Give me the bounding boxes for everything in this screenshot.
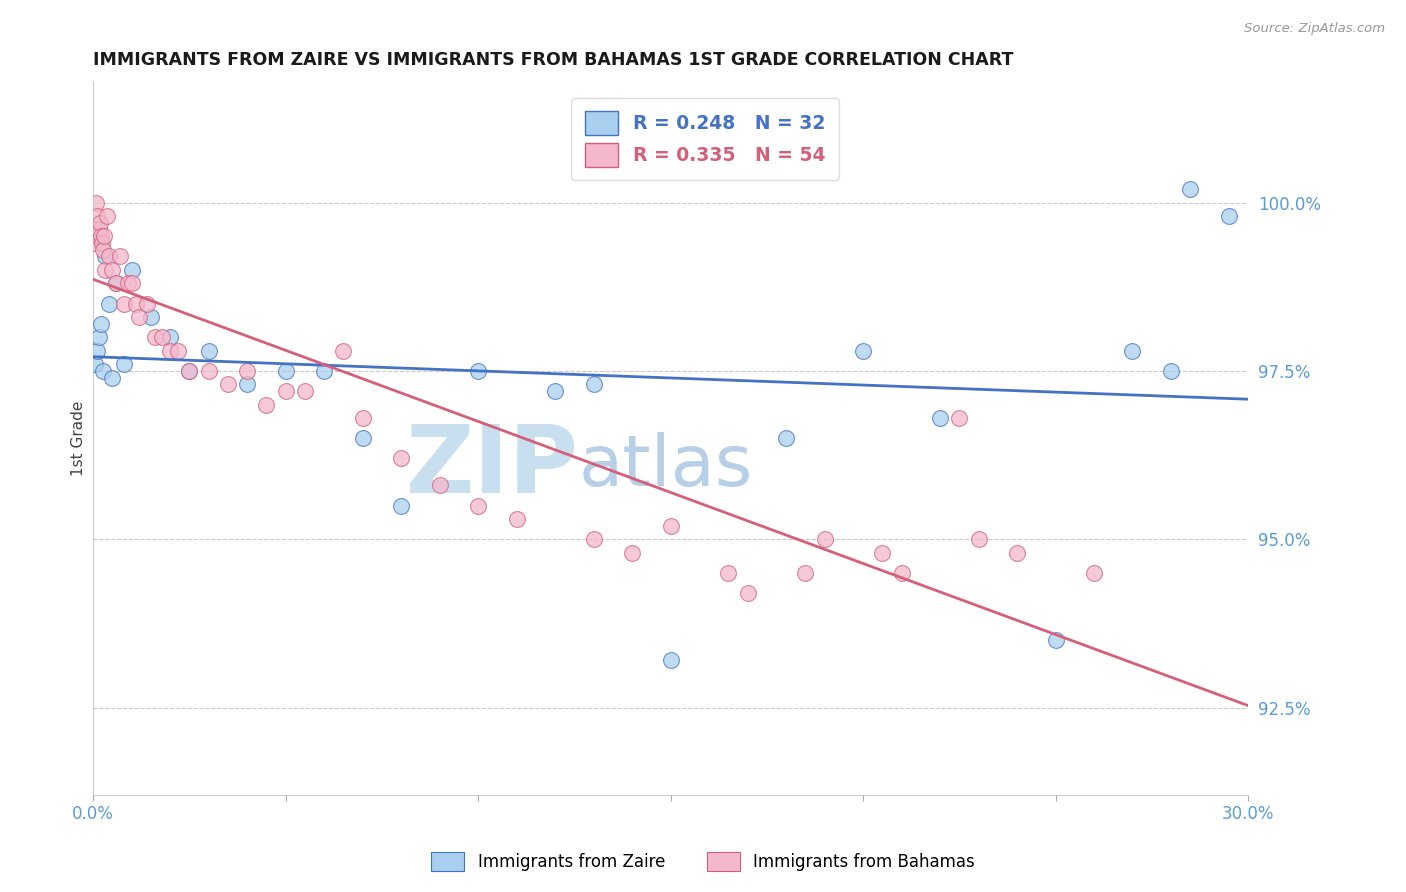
Point <box>91 243 114 257</box>
Point <box>274 364 297 378</box>
Point <box>87 330 110 344</box>
Point <box>89 216 111 230</box>
Point <box>236 377 259 392</box>
Point <box>544 384 567 398</box>
Point <box>139 310 162 324</box>
Point <box>128 310 150 324</box>
Legend: Immigrants from Zaire, Immigrants from Bahamas: Immigrants from Zaire, Immigrants from B… <box>423 843 983 880</box>
Point <box>1083 566 1105 580</box>
Point <box>197 343 219 358</box>
Point <box>389 499 412 513</box>
Text: ZIP: ZIP <box>405 421 578 513</box>
Point <box>152 330 174 344</box>
Point <box>136 296 159 310</box>
Point <box>467 499 489 513</box>
Y-axis label: 1st Grade: 1st Grade <box>72 401 86 476</box>
Point <box>117 277 139 291</box>
Point <box>197 364 219 378</box>
Point <box>1180 182 1202 196</box>
Point <box>83 229 105 244</box>
Point <box>852 343 875 358</box>
Point <box>352 411 374 425</box>
Point <box>90 235 112 250</box>
Point <box>717 566 740 580</box>
Point <box>179 364 201 378</box>
Point <box>217 377 239 392</box>
Point <box>108 249 131 263</box>
Point <box>294 384 316 398</box>
Point <box>582 532 605 546</box>
Point <box>84 235 107 250</box>
Point <box>143 330 166 344</box>
Point <box>429 478 451 492</box>
Point <box>254 398 277 412</box>
Point <box>582 377 605 392</box>
Point <box>83 222 105 236</box>
Point <box>1121 343 1143 358</box>
Point <box>1005 546 1028 560</box>
Point <box>1218 209 1240 223</box>
Point <box>101 370 124 384</box>
Point <box>929 411 952 425</box>
Point <box>737 586 759 600</box>
Text: IMMIGRANTS FROM ZAIRE VS IMMIGRANTS FROM BAHAMAS 1ST GRADE CORRELATION CHART: IMMIGRANTS FROM ZAIRE VS IMMIGRANTS FROM… <box>93 51 1014 69</box>
Point <box>90 317 112 331</box>
Point <box>872 546 894 560</box>
Legend: R = 0.248   N = 32, R = 0.335   N = 54: R = 0.248 N = 32, R = 0.335 N = 54 <box>571 98 839 180</box>
Point <box>890 566 912 580</box>
Point <box>86 343 108 358</box>
Point <box>505 512 527 526</box>
Point <box>121 277 143 291</box>
Point <box>948 411 970 425</box>
Point <box>101 263 124 277</box>
Point <box>96 209 118 223</box>
Point <box>1160 364 1182 378</box>
Point <box>93 229 115 244</box>
Point <box>159 330 181 344</box>
Point <box>87 222 110 236</box>
Point <box>775 431 797 445</box>
Point <box>967 532 990 546</box>
Point <box>84 357 107 371</box>
Point <box>1045 633 1067 648</box>
Point <box>124 296 146 310</box>
Point <box>659 653 682 667</box>
Point <box>91 364 114 378</box>
Point <box>93 263 115 277</box>
Point <box>659 518 682 533</box>
Point <box>467 364 489 378</box>
Point <box>621 546 644 560</box>
Point <box>794 566 817 580</box>
Point <box>332 343 354 358</box>
Point <box>179 364 201 378</box>
Point <box>352 431 374 445</box>
Text: Source: ZipAtlas.com: Source: ZipAtlas.com <box>1244 22 1385 36</box>
Point <box>84 195 107 210</box>
Point <box>389 451 412 466</box>
Point <box>159 343 181 358</box>
Point <box>314 364 336 378</box>
Point <box>167 343 190 358</box>
Point <box>121 263 143 277</box>
Point <box>90 229 112 244</box>
Point <box>112 296 135 310</box>
Point <box>274 384 297 398</box>
Point <box>105 277 128 291</box>
Point <box>93 249 115 263</box>
Point <box>97 296 120 310</box>
Point <box>86 209 108 223</box>
Point <box>813 532 835 546</box>
Point <box>112 357 135 371</box>
Point <box>105 277 128 291</box>
Point <box>97 249 120 263</box>
Point <box>87 229 110 244</box>
Text: atlas: atlas <box>578 433 752 501</box>
Point <box>236 364 259 378</box>
